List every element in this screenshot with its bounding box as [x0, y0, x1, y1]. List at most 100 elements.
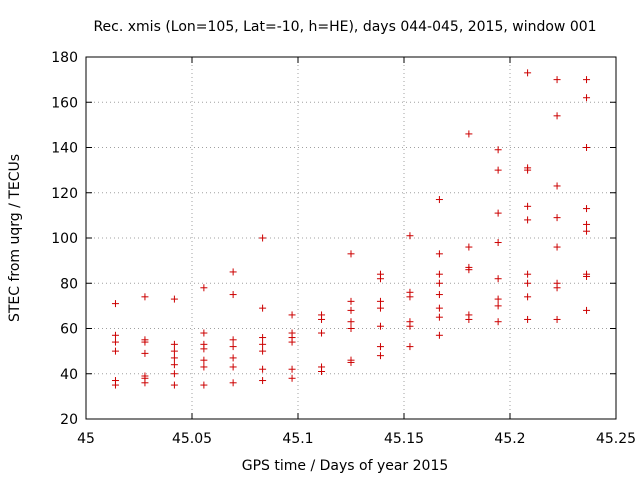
data-point	[111, 338, 119, 346]
x-tick-label: 45.25	[596, 431, 636, 447]
y-tick-label: 180	[51, 50, 78, 66]
data-point	[376, 322, 384, 330]
data-point	[583, 205, 591, 213]
data-point	[553, 112, 561, 120]
data-point	[435, 270, 443, 278]
data-point	[259, 234, 267, 242]
y-tick-label: 40	[60, 367, 78, 383]
data-point	[318, 315, 326, 323]
data-point	[553, 243, 561, 251]
y-tick-label: 140	[51, 141, 78, 157]
y-tick-label: 160	[51, 95, 78, 111]
data-point	[465, 266, 473, 274]
data-point	[347, 297, 355, 305]
data-point	[141, 293, 149, 301]
data-point	[111, 381, 119, 389]
data-point	[170, 370, 178, 378]
data-point	[583, 220, 591, 228]
y-tick-label: 80	[60, 276, 78, 292]
x-tick-label: 45.2	[494, 431, 525, 447]
data-point	[347, 358, 355, 366]
data-point	[583, 94, 591, 102]
data-point	[259, 304, 267, 312]
data-point	[170, 347, 178, 355]
tick-labels: 45 45.05 45.1 45.15 45.2 45.25 20 40 60 80 100 120 1…	[51, 50, 636, 447]
data-point	[553, 182, 561, 190]
data-point	[583, 306, 591, 314]
data-point	[288, 374, 296, 382]
data-point	[553, 315, 561, 323]
data-point	[435, 279, 443, 287]
data-point	[229, 363, 237, 371]
data-point	[318, 367, 326, 375]
data-point	[406, 293, 414, 301]
data-point	[435, 331, 443, 339]
data-point	[141, 379, 149, 387]
data-point	[524, 293, 532, 301]
y-tick-label: 120	[51, 186, 78, 202]
data-point	[318, 329, 326, 337]
data-point	[347, 250, 355, 258]
data-point	[406, 232, 414, 240]
x-tick-label: 45.1	[282, 431, 313, 447]
x-tick-label: 45.15	[384, 431, 424, 447]
data-point	[347, 325, 355, 332]
data-point	[435, 250, 443, 258]
data-point	[376, 352, 384, 360]
data-point	[259, 377, 267, 385]
data-point	[288, 338, 296, 346]
data-point	[200, 381, 208, 389]
data-point	[524, 270, 532, 278]
data-point	[111, 347, 119, 355]
x-tick-label: 45.05	[172, 431, 212, 447]
data-point	[465, 243, 473, 251]
data-point	[111, 300, 119, 308]
data-point	[259, 365, 267, 373]
data-point	[524, 202, 532, 210]
data-point	[170, 361, 178, 369]
data-point	[229, 336, 237, 344]
data-point	[524, 279, 532, 287]
data-point	[583, 144, 591, 151]
data-point	[259, 347, 267, 355]
data-point	[465, 130, 473, 138]
data-point	[494, 275, 502, 283]
data-point	[553, 214, 561, 222]
data-point	[170, 340, 178, 348]
data-point	[406, 343, 414, 351]
data-point	[170, 354, 178, 362]
data-point	[170, 381, 178, 389]
data-point	[200, 345, 208, 353]
x-axis-label: GPS time / Days of year 2015	[242, 458, 449, 474]
data-point	[229, 379, 237, 387]
y-tick-label: 20	[60, 412, 78, 428]
chart-title: Rec. xmis (Lon=105, Lat=-10, h=HE), days…	[93, 19, 596, 35]
data-point	[435, 313, 443, 321]
data-point	[170, 295, 178, 303]
data-point	[524, 166, 532, 174]
data-point	[553, 76, 561, 84]
data-point	[524, 216, 532, 224]
data-point	[288, 365, 296, 373]
data-point	[494, 146, 502, 154]
data-point	[376, 304, 384, 312]
data-point	[494, 239, 502, 247]
x-tick-label: 45	[77, 431, 95, 447]
data-point	[111, 331, 119, 339]
data-point	[583, 272, 591, 280]
data-point	[200, 284, 208, 292]
y-tick-label: 100	[51, 231, 78, 247]
data-point	[524, 69, 532, 77]
data-point	[141, 349, 149, 357]
data-point	[524, 315, 532, 323]
data-point	[553, 284, 561, 292]
data-point	[200, 363, 208, 371]
data-point	[259, 340, 267, 348]
data-point	[347, 306, 355, 314]
data-point	[376, 343, 384, 351]
data-point	[288, 311, 296, 319]
data-point	[494, 318, 502, 326]
data-point	[494, 295, 502, 303]
data-point	[347, 318, 355, 326]
